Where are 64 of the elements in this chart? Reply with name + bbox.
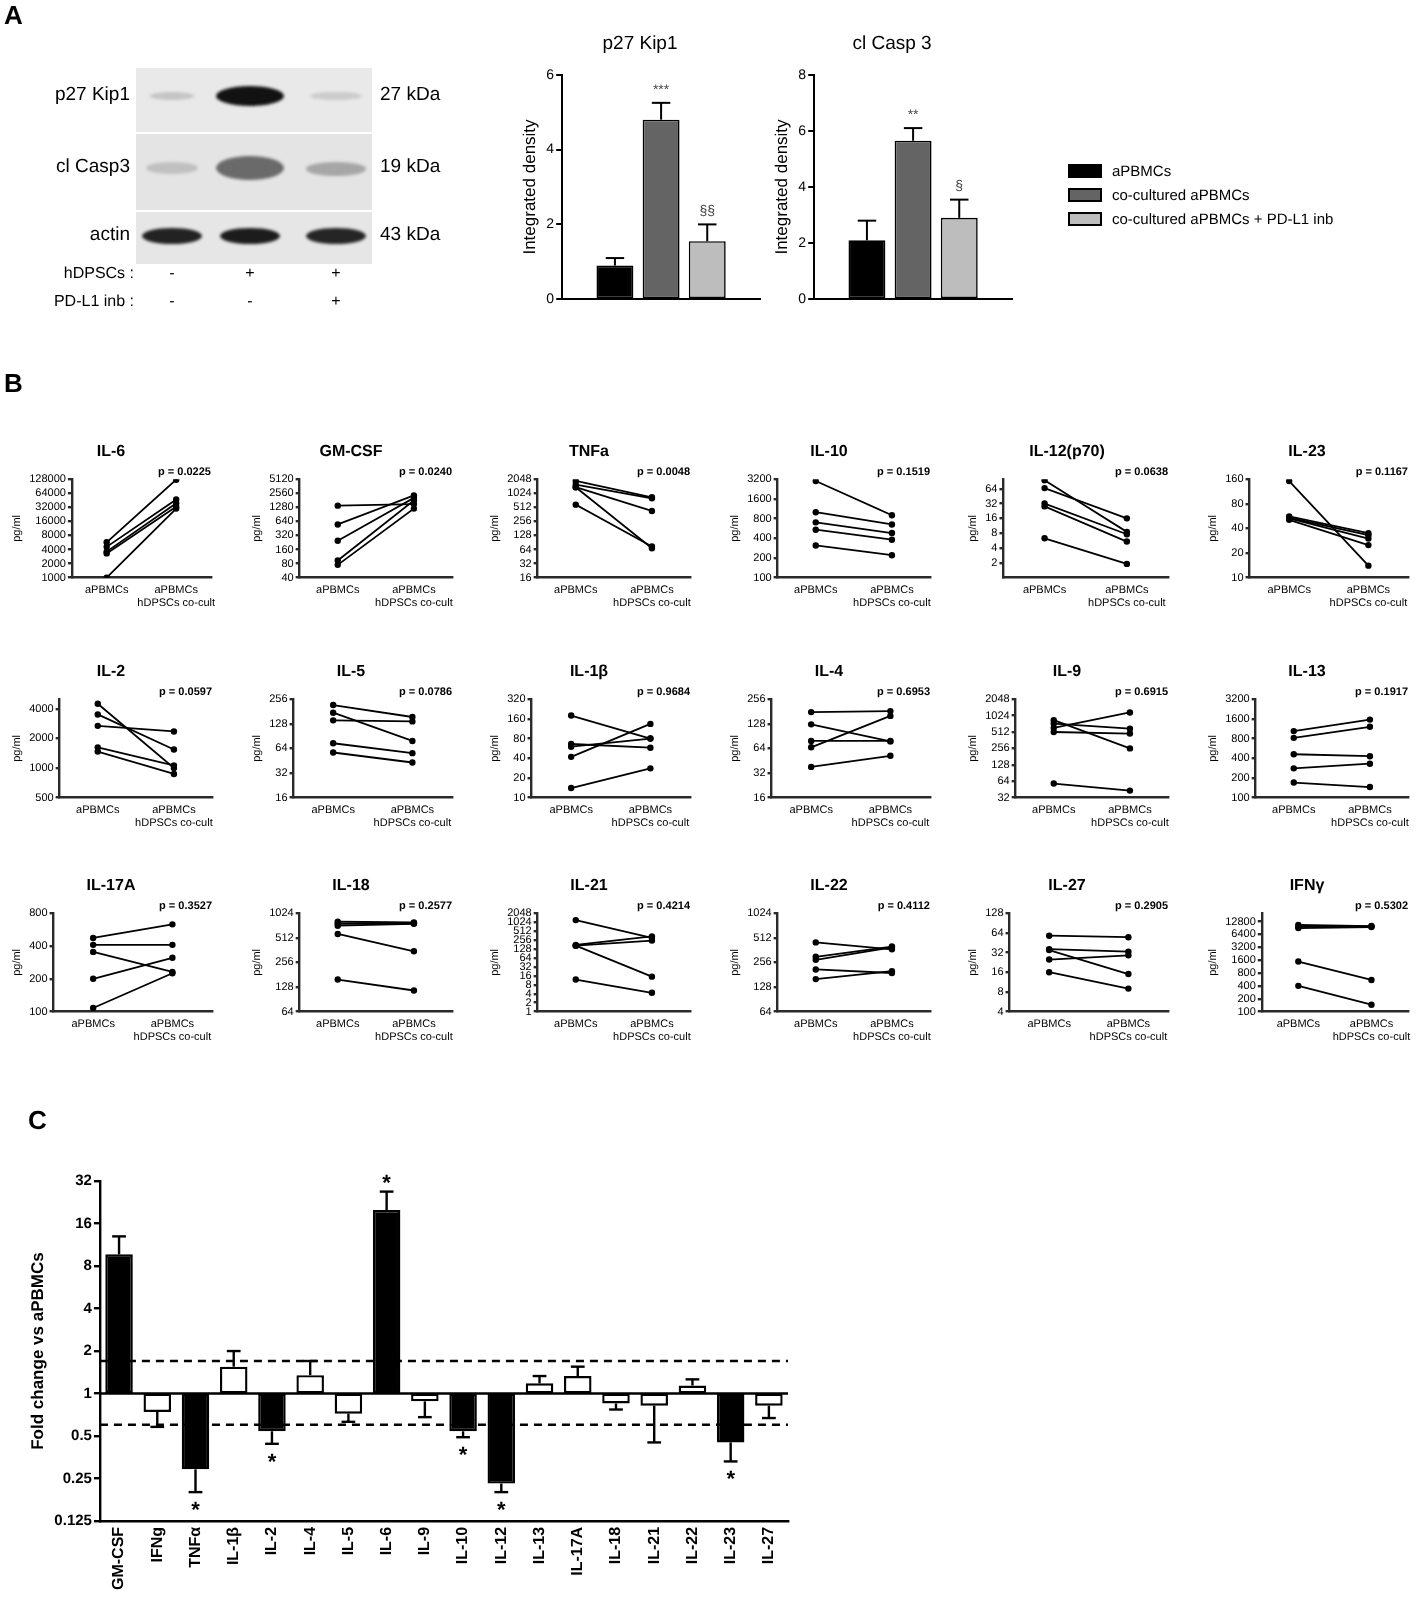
x-tick-label: IL-9 — [415, 1525, 434, 1556]
x-tick-label: IL-27 — [759, 1525, 778, 1565]
text: 19 kDa — [380, 156, 441, 178]
text: - — [245, 292, 255, 310]
annotation: * — [267, 1450, 278, 1475]
text: + — [330, 264, 342, 282]
x-tick-label: IL-5 — [338, 1525, 357, 1556]
text: - — [167, 292, 177, 310]
x-tick-label: IL-18 — [606, 1525, 625, 1565]
x-tick-label: IL-12 — [491, 1525, 510, 1565]
x-tick-label: IL-22 — [682, 1525, 701, 1565]
y-axis-title: Fold change vs aPBMCs — [26, 1251, 47, 1450]
text: 27 kDa — [380, 84, 441, 106]
text: hDPSCs : — [63, 264, 134, 282]
annotation: * — [497, 1498, 508, 1523]
chart-title: IL-5 — [335, 662, 366, 681]
x-tick-label: IL-1β — [224, 1526, 243, 1566]
text: A — [4, 0, 23, 30]
x-tick-label: IL-17A — [568, 1526, 587, 1576]
text: B — [4, 368, 23, 398]
x-tick-label: IL-21 — [644, 1525, 663, 1565]
chart-title: IFNγ — [1289, 876, 1326, 895]
chart-title: IL-21 — [570, 876, 610, 895]
text: 43 kDa — [380, 224, 441, 246]
chart-title: GM-CSF — [318, 442, 382, 461]
chart-title: C — [28, 1104, 48, 1135]
chart-title: IL-27 — [1049, 876, 1088, 895]
chart-title: IL-6 — [96, 442, 127, 461]
chart-title: IL-17A — [86, 876, 136, 895]
y-axis-title: Integrated density — [770, 117, 791, 255]
x-tick-label: TNFα — [185, 1526, 204, 1568]
chart-title: p27 Kip1 — [602, 32, 678, 55]
chart-title: IL-22 — [809, 876, 849, 895]
text: PD-L1 inb : — [53, 292, 134, 310]
x-tick-label: IL-2 — [262, 1525, 281, 1556]
chart-title: cl Casp 3 — [852, 32, 932, 55]
text: p27 Kip1 — [54, 84, 130, 106]
x-tick-label: GM-CSF — [109, 1526, 128, 1591]
chart-title: IL-18 — [331, 876, 370, 895]
text: + — [244, 264, 256, 282]
chart-title: IL-2 — [96, 662, 127, 681]
text: cl Casp3 — [56, 156, 130, 178]
x-tick-label: IL-6 — [377, 1525, 396, 1556]
chart-title: IL-9 — [1053, 662, 1084, 681]
y-axis-title: Integrated density — [518, 117, 539, 255]
annotation: * — [191, 1498, 202, 1523]
chart-title: TNFa — [569, 442, 611, 461]
chart-title: IL-4 — [814, 662, 844, 681]
chart-title: IL-23 — [1288, 442, 1327, 461]
annotation: * — [726, 1468, 737, 1493]
chart-title: IL-13 — [1288, 662, 1327, 681]
text: + — [330, 292, 342, 310]
text: - — [167, 264, 177, 282]
text: actin — [89, 224, 130, 246]
chart-title: IL-10 — [809, 442, 849, 461]
x-tick-label: IL-13 — [529, 1525, 548, 1565]
x-tick-label: IL-23 — [721, 1525, 740, 1565]
x-tick-label: IL-10 — [453, 1525, 472, 1565]
chart-title: IL-12(p70) — [1029, 442, 1107, 461]
annotation: * — [458, 1443, 469, 1468]
chart-title: IL-1β — [570, 662, 609, 681]
annotation: * — [382, 1171, 393, 1196]
x-tick-label: IL-4 — [300, 1525, 319, 1556]
x-tick-label: IFNg — [147, 1526, 166, 1563]
